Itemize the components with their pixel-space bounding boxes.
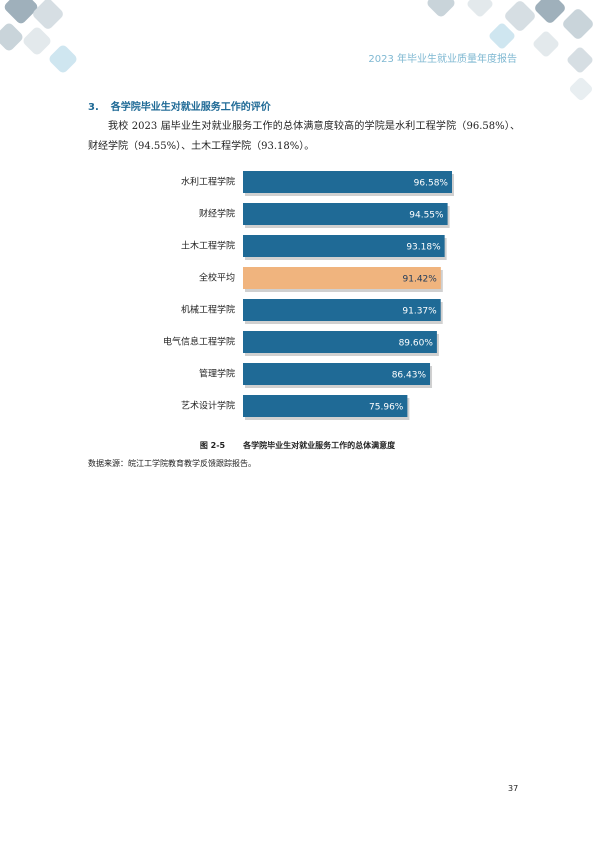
category-label: 机械工程学院	[181, 304, 235, 316]
page-number: 37	[508, 784, 519, 793]
category-label: 管理学院	[199, 368, 235, 380]
category-label: 电气信息工程学院	[163, 336, 235, 348]
bar	[243, 203, 448, 225]
value-label: 94.55%	[409, 211, 444, 221]
section-title: 各学院毕业生对就业服务工作的评价	[110, 102, 271, 113]
category-label: 水利工程学院	[181, 176, 235, 188]
figure-label: 图 2-5	[199, 441, 226, 450]
category-label: 土木工程学院	[181, 240, 235, 252]
value-label: 96.58%	[414, 179, 449, 189]
value-label: 91.37%	[402, 307, 437, 317]
data-source: 数据来源：皖江工学院教育教学反馈跟踪报告。	[88, 459, 256, 468]
value-label: 89.60%	[399, 339, 434, 349]
bar	[243, 299, 441, 321]
value-label: 75.96%	[369, 403, 404, 413]
category-label: 财经学院	[199, 208, 235, 220]
paragraph: 我校 2023 届毕业生对就业服务工作的总体满意度较高的学院是水利工程学院（96…	[88, 121, 520, 152]
category-label: 全校平均	[199, 272, 235, 284]
section-number: 3.	[88, 102, 99, 113]
value-label: 91.42%	[403, 275, 438, 285]
bar	[243, 171, 452, 193]
header-title: 2023 年毕业生就业质量年度报告	[368, 54, 517, 65]
bar	[243, 363, 431, 385]
chart-title: 各学院毕业生对就业服务工作的总体满意度	[243, 441, 396, 450]
bar	[243, 395, 408, 417]
value-label: 93.18%	[406, 243, 441, 253]
bar	[243, 235, 445, 257]
bar	[243, 267, 441, 289]
section-heading: 3. 各学院毕业生对就业服务工作的评价	[88, 98, 271, 113]
value-label: 86.43%	[392, 371, 427, 381]
bar	[243, 331, 437, 353]
category-label: 艺术设计学院	[181, 400, 235, 412]
figure-caption: 图 2-5 各学院毕业生对就业服务工作的总体满意度	[0, 440, 595, 451]
